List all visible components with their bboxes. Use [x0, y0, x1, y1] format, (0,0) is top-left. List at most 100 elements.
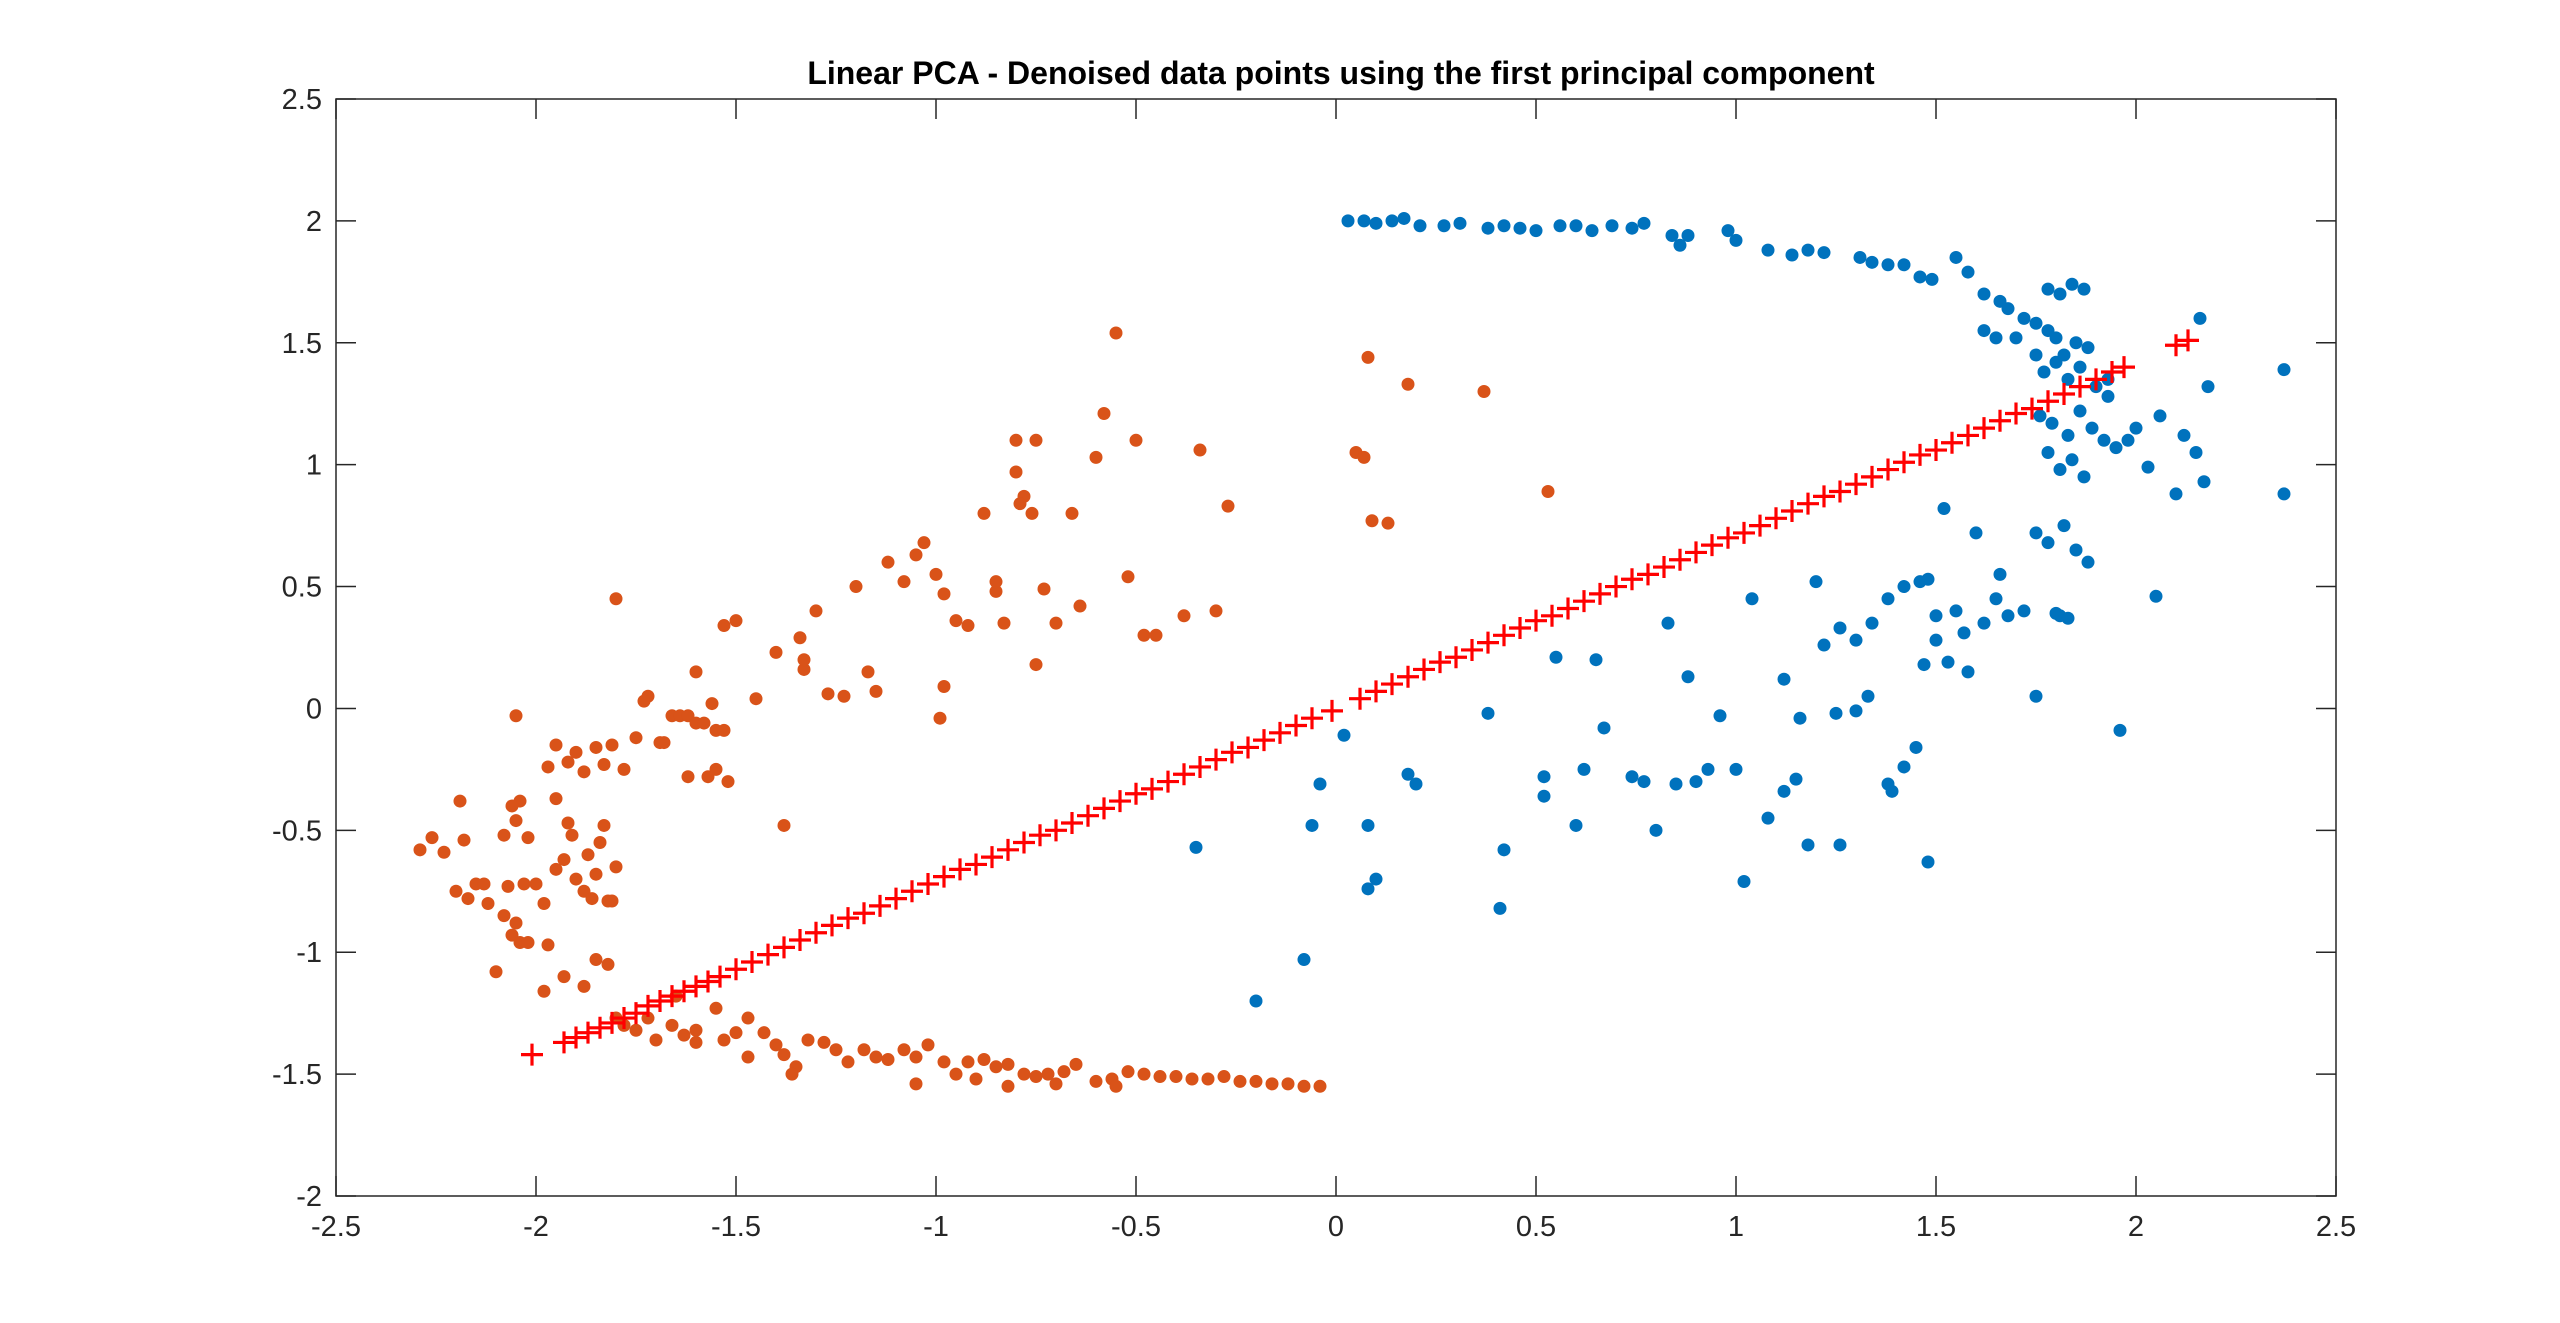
data-point: [1661, 616, 1675, 630]
data-point: [849, 580, 863, 594]
data-point: [1265, 1077, 1279, 1091]
data-point: [1969, 526, 1983, 540]
data-point: [1681, 670, 1695, 684]
data-point: [449, 884, 463, 898]
data-point: [497, 828, 511, 842]
data-point-plus: [1125, 782, 1147, 805]
data-point: [689, 1023, 703, 1037]
data-point-plus: [1717, 526, 1739, 549]
data-point: [641, 1011, 655, 1025]
data-point: [2177, 428, 2191, 442]
data-point: [1089, 450, 1103, 464]
data-point: [629, 1023, 643, 1037]
data-point: [1829, 706, 1843, 720]
data-point: [1073, 599, 1087, 613]
data-point: [1297, 953, 1311, 967]
data-point-plus: [1749, 514, 1771, 537]
data-point: [1897, 760, 1911, 774]
data-point: [917, 536, 931, 550]
data-point: [1201, 1072, 1215, 1086]
data-point-plus: [741, 950, 763, 973]
data-point-plus: [1589, 582, 1611, 605]
data-point: [1313, 1079, 1327, 1093]
data-point: [1041, 1067, 1055, 1081]
y-tick-label: -1.5: [272, 1059, 322, 1091]
data-point: [1049, 1077, 1063, 1091]
x-tick-label: 2: [2128, 1211, 2144, 1243]
data-point: [2073, 404, 2087, 418]
data-point: [2153, 409, 2167, 423]
data-point-plus: [625, 1002, 647, 1025]
data-point: [1737, 875, 1751, 889]
data-point: [1833, 838, 1847, 852]
data-point: [589, 740, 603, 754]
data-point-plus: [1029, 824, 1051, 847]
data-point: [1153, 1070, 1167, 1084]
data-point: [2041, 445, 2055, 459]
data-point: [1365, 514, 1379, 528]
data-point: [1809, 575, 1823, 589]
data-point: [2065, 453, 2079, 467]
data-point-plus: [1797, 492, 1819, 515]
data-point: [741, 1011, 755, 1025]
data-point-plus: [1861, 465, 1883, 488]
data-point: [1385, 214, 1399, 228]
data-point-plus: [853, 902, 875, 925]
data-point: [2009, 331, 2023, 345]
data-point-plus: [1509, 616, 1531, 639]
data-point: [937, 1055, 951, 1069]
data-point: [1793, 711, 1807, 725]
data-point-plus: [649, 989, 671, 1012]
data-point: [769, 1038, 783, 1052]
data-point: [1233, 1074, 1247, 1088]
data-point-plus: [1765, 507, 1787, 530]
data-point: [1669, 777, 1683, 791]
y-tick-label: -2: [296, 1181, 322, 1213]
data-point-plus: [1093, 797, 1115, 820]
data-point: [2077, 282, 2091, 296]
data-point-plus: [1269, 721, 1291, 744]
data-point: [1817, 246, 1831, 260]
data-point: [453, 794, 467, 808]
data-point: [561, 816, 575, 830]
data-point: [1977, 616, 1991, 630]
data-point-plus: [1141, 777, 1163, 800]
data-point-plus: [1477, 631, 1499, 654]
data-point: [1537, 789, 1551, 803]
data-point: [1249, 994, 1263, 1008]
data-point: [557, 853, 571, 867]
data-point: [1001, 1079, 1015, 1093]
data-point-plus: [1685, 541, 1707, 564]
data-point: [425, 831, 439, 845]
data-point: [497, 909, 511, 923]
data-point: [1993, 567, 2007, 581]
data-point: [881, 555, 895, 569]
data-point: [681, 770, 695, 784]
data-point: [817, 1035, 831, 1049]
data-point: [2053, 463, 2067, 477]
data-point: [2193, 311, 2207, 325]
data-point: [1569, 219, 1583, 233]
data-point: [1929, 633, 1943, 647]
data-point: [2077, 470, 2091, 484]
data-point: [537, 896, 551, 910]
data-point-plus: [1013, 831, 1035, 854]
data-point-plus: [757, 943, 779, 966]
data-point: [541, 938, 555, 952]
data-point: [1553, 219, 1567, 233]
data-point-plus: [2053, 382, 2075, 405]
data-point-plus: [933, 865, 955, 888]
data-point: [521, 831, 535, 845]
data-point: [2069, 336, 2083, 350]
x-axis: -2.5 -2 -1.5 -1 -0.5 0 0.5 1 1.5 2 2.5: [311, 99, 2356, 1243]
data-point-plus: [1893, 451, 1915, 474]
data-point: [1897, 258, 1911, 272]
data-point: [649, 1033, 663, 1047]
data-point-plus: [949, 858, 971, 881]
data-point: [457, 833, 471, 847]
data-point-plus: [553, 1031, 575, 1054]
data-point-plus: [1973, 417, 1995, 440]
data-point-plus: [577, 1021, 599, 1044]
data-point: [949, 1067, 963, 1081]
data-point-plus: [1077, 804, 1099, 827]
